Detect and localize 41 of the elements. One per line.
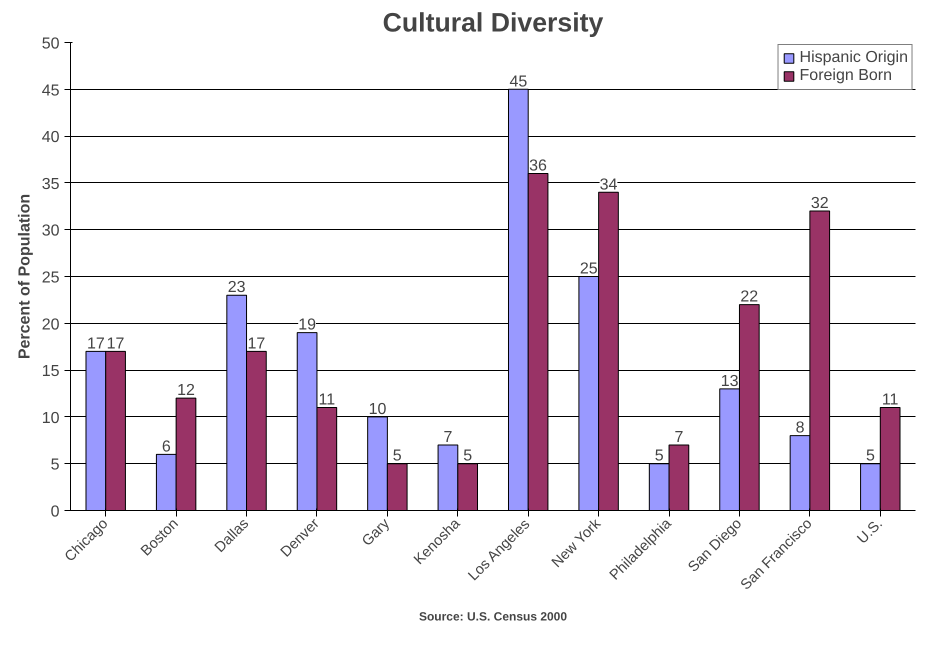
y-tick-label: 50 [42, 36, 60, 52]
data-label: 10 [368, 400, 387, 418]
y-axis-title: Percent of Population [16, 194, 34, 360]
data-label: 8 [796, 420, 805, 437]
data-label: 11 [882, 392, 899, 409]
data-label: 5 [866, 448, 875, 465]
data-label: 5 [392, 448, 402, 465]
x-tick-label: U.S. [854, 516, 886, 548]
data-label: 7 [674, 428, 684, 446]
legend-label: Foreign Born [800, 67, 892, 85]
y-tick-label: 40 [42, 129, 60, 146]
data-label: 34 [600, 176, 618, 194]
y-tick-label: 5 [50, 456, 60, 474]
data-label: 17 [248, 335, 266, 352]
data-label: 25 [580, 260, 598, 278]
data-label: 5 [463, 448, 472, 465]
y-tick-label: 20 [42, 316, 60, 334]
y-tick-label: 0 [50, 504, 60, 520]
data-label: 17 [86, 335, 105, 352]
legend-label: Hispanic Origin [800, 49, 908, 67]
source-note: Source: U.S. Census 2000 [418, 610, 568, 624]
chart-title: Cultural Diversity [382, 8, 604, 38]
y-tick-label: 25 [42, 270, 60, 286]
data-label: 17 [106, 335, 125, 352]
data-label: 22 [740, 288, 758, 306]
y-tick-label: 35 [42, 176, 60, 193]
data-label: 11 [318, 392, 336, 409]
data-label: 45 [509, 73, 528, 90]
data-label: 36 [529, 158, 548, 175]
data-label: 7 [443, 428, 452, 446]
y-tick-label: 45 [42, 82, 60, 100]
data-label: 19 [298, 316, 316, 334]
data-label: 13 [720, 372, 739, 390]
data-label: 6 [162, 438, 171, 456]
y-tick-label: 15 [42, 363, 60, 380]
data-label: 32 [810, 194, 829, 212]
data-label: 23 [228, 279, 246, 296]
y-tick-label: 30 [42, 222, 60, 240]
data-label: 5 [654, 448, 664, 465]
data-label: 12 [177, 382, 195, 400]
y-tick-label: 10 [42, 410, 60, 427]
